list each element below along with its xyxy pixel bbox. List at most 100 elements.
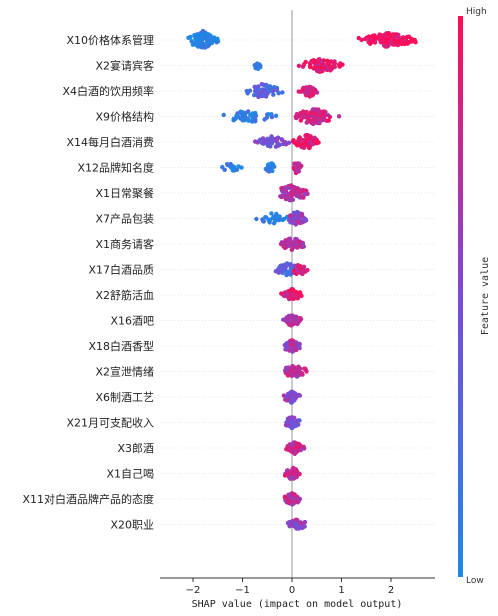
shap-point bbox=[276, 270, 281, 275]
shap-point bbox=[312, 59, 317, 64]
shap-point bbox=[220, 164, 225, 170]
shap-point bbox=[326, 113, 331, 118]
shap-point bbox=[298, 143, 304, 149]
shap-point bbox=[286, 317, 292, 323]
shap-point bbox=[302, 90, 307, 95]
feature-label: X2舒筋活血 bbox=[95, 288, 154, 302]
shap-point bbox=[294, 143, 300, 148]
x-tick-label: 2 bbox=[388, 585, 394, 596]
shap-point bbox=[230, 168, 236, 173]
shap-point bbox=[280, 217, 285, 223]
feature-label: X12品牌知名度 bbox=[77, 161, 154, 175]
shap-point bbox=[269, 211, 274, 216]
shap-point bbox=[284, 291, 290, 296]
shap-point bbox=[234, 113, 239, 119]
shap-point bbox=[289, 183, 294, 189]
shap-point bbox=[259, 82, 265, 87]
shap-point bbox=[279, 186, 284, 191]
shap-point bbox=[295, 268, 300, 273]
shap-point bbox=[284, 398, 290, 403]
shap-point bbox=[290, 197, 296, 202]
shap-point bbox=[260, 89, 265, 95]
colorbar bbox=[458, 16, 463, 577]
shap-point bbox=[275, 88, 280, 93]
shap-point bbox=[291, 370, 297, 375]
feature-label: X18白酒香型 bbox=[88, 339, 154, 353]
shap-point bbox=[248, 112, 253, 118]
shap-point bbox=[405, 34, 410, 40]
feature-label: X3郎酒 bbox=[117, 441, 154, 455]
feature-label: X1自己喝 bbox=[106, 468, 154, 481]
shap-point bbox=[315, 116, 321, 121]
shap-point bbox=[295, 220, 300, 225]
shap-point bbox=[303, 134, 309, 139]
shap-point bbox=[287, 213, 293, 218]
shap-point bbox=[255, 140, 260, 145]
shap-point bbox=[289, 399, 294, 404]
shap-point bbox=[289, 495, 294, 501]
shap-point bbox=[356, 35, 361, 41]
shap-point bbox=[295, 317, 301, 322]
shap-point bbox=[254, 65, 259, 71]
shap-point bbox=[287, 348, 292, 353]
shap-point bbox=[267, 112, 272, 117]
shap-point bbox=[206, 32, 211, 37]
shap-point bbox=[285, 468, 290, 473]
shap-point bbox=[283, 185, 289, 191]
shap-point bbox=[290, 288, 295, 293]
shap-point bbox=[274, 137, 279, 142]
x-tick-label: −2 bbox=[186, 585, 201, 596]
shap-point bbox=[298, 165, 303, 170]
shap-point bbox=[290, 492, 296, 497]
shap-point bbox=[295, 210, 300, 215]
shap-point bbox=[292, 268, 297, 273]
feature-label: X1商务请客 bbox=[95, 237, 154, 251]
shap-point bbox=[308, 110, 314, 115]
feature-label: X7产品包装 bbox=[95, 212, 154, 226]
shap-point bbox=[225, 162, 230, 167]
shap-point bbox=[209, 40, 215, 46]
shap-point bbox=[205, 41, 210, 46]
shap-point bbox=[246, 118, 251, 123]
shap-point bbox=[296, 89, 301, 94]
row-guides bbox=[160, 39, 435, 525]
shap-point bbox=[300, 64, 306, 69]
shap-point bbox=[272, 164, 277, 169]
shap-point bbox=[298, 447, 303, 453]
shap-point bbox=[316, 140, 321, 145]
shap-point bbox=[264, 115, 269, 120]
shap-point bbox=[294, 165, 299, 171]
shap-point bbox=[286, 238, 292, 244]
shap-point bbox=[300, 271, 305, 277]
shap-point bbox=[383, 34, 388, 39]
shap-point bbox=[291, 294, 297, 299]
shap-point bbox=[280, 90, 285, 95]
feature-label: X10价格体系管理 bbox=[66, 33, 154, 47]
shap-point bbox=[326, 118, 331, 123]
shap-point bbox=[244, 88, 249, 94]
shap-point bbox=[286, 192, 291, 197]
shap-point bbox=[212, 35, 217, 40]
shap-point bbox=[256, 93, 261, 98]
shap-point bbox=[288, 321, 293, 326]
shap-point bbox=[277, 214, 282, 219]
shap-point bbox=[292, 468, 298, 473]
shap-point bbox=[290, 502, 295, 507]
shap-point bbox=[289, 416, 294, 421]
shap-point bbox=[293, 238, 299, 243]
feature-label: X16酒吧 bbox=[110, 315, 154, 328]
colorbar-high-label: High bbox=[466, 7, 487, 17]
shap-point bbox=[282, 473, 288, 478]
feature-label: X6制酒工艺 bbox=[95, 391, 154, 404]
shap-point bbox=[247, 88, 253, 93]
shap-point bbox=[312, 65, 318, 70]
shap-point bbox=[304, 120, 309, 125]
shap-point bbox=[295, 245, 300, 250]
shap-point bbox=[285, 496, 290, 501]
shap-point bbox=[286, 140, 292, 145]
shap-point bbox=[412, 37, 417, 43]
shap-point bbox=[256, 86, 261, 92]
shap-point bbox=[336, 114, 342, 119]
shap-point bbox=[284, 365, 289, 371]
